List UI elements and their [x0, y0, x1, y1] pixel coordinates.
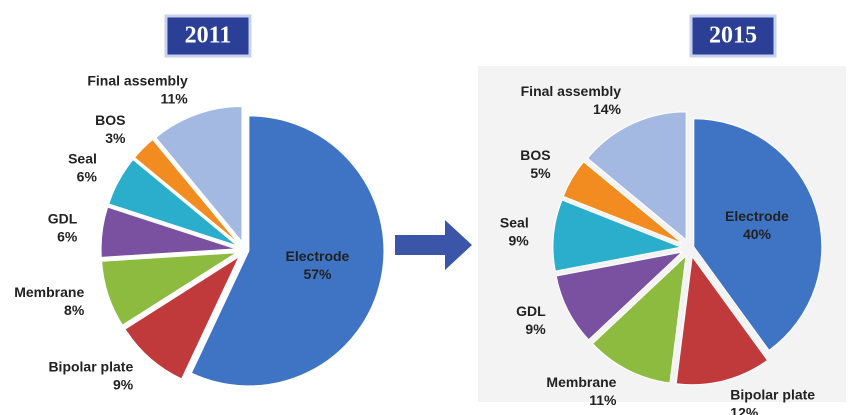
- title-box: [689, 14, 777, 58]
- pie-slice: [555, 251, 684, 341]
- title-box: [164, 14, 252, 58]
- slice-label: Membrane: [546, 374, 616, 390]
- slice-value-label: 6%: [77, 168, 98, 184]
- slice-value-label: 9%: [113, 376, 134, 392]
- pie-slice: [693, 118, 823, 352]
- pie-slice: [100, 206, 237, 258]
- slice-label: BOS: [520, 147, 550, 163]
- slice-value-label: 14%: [593, 101, 622, 117]
- slice-value-label: 57%: [303, 266, 332, 282]
- pie-slice: [675, 255, 769, 386]
- slice-value-label: 3%: [105, 130, 126, 146]
- arrow: [395, 220, 472, 270]
- pie-slice: [591, 254, 687, 384]
- slice-label: Seal: [500, 214, 529, 230]
- pie-slice: [190, 115, 385, 387]
- pie-slice: [552, 199, 683, 272]
- pie-slice: [108, 158, 238, 247]
- slice-value-label: 8%: [64, 302, 85, 318]
- chart-title: 2011: [185, 23, 232, 49]
- slice-label: Bipolar plate: [730, 387, 815, 403]
- chart-title: 2015: [709, 23, 757, 49]
- pie-slice: [133, 138, 240, 245]
- slice-value-label: 9%: [525, 321, 546, 337]
- slice-label: Membrane: [14, 284, 84, 300]
- slice-label: Final assembly: [87, 73, 188, 89]
- pie-slice: [155, 106, 243, 243]
- pie-slice: [586, 111, 687, 241]
- pie-slice: [562, 161, 683, 244]
- slice-label: Final assembly: [521, 83, 622, 99]
- slice-label: GDL: [48, 211, 78, 227]
- slice-label: GDL: [516, 303, 546, 319]
- pie-slice: [124, 255, 241, 380]
- slice-value-label: 6%: [57, 229, 78, 245]
- slice-label: Electrode: [725, 208, 789, 224]
- slice-label: Electrode: [286, 248, 350, 264]
- slice-value-label: 40%: [743, 226, 772, 242]
- slice-label: Seal: [68, 150, 97, 166]
- slice-label: Bipolar plate: [48, 358, 133, 374]
- slice-label: BOS: [95, 112, 125, 128]
- slice-value-label: 12%: [730, 405, 759, 415]
- slice-value-label: 11%: [589, 392, 617, 408]
- slice-value-label: 11%: [161, 91, 189, 107]
- slice-value-label: 9%: [508, 232, 529, 248]
- slice-value-label: 5%: [530, 165, 551, 181]
- pie-slice: [101, 252, 237, 326]
